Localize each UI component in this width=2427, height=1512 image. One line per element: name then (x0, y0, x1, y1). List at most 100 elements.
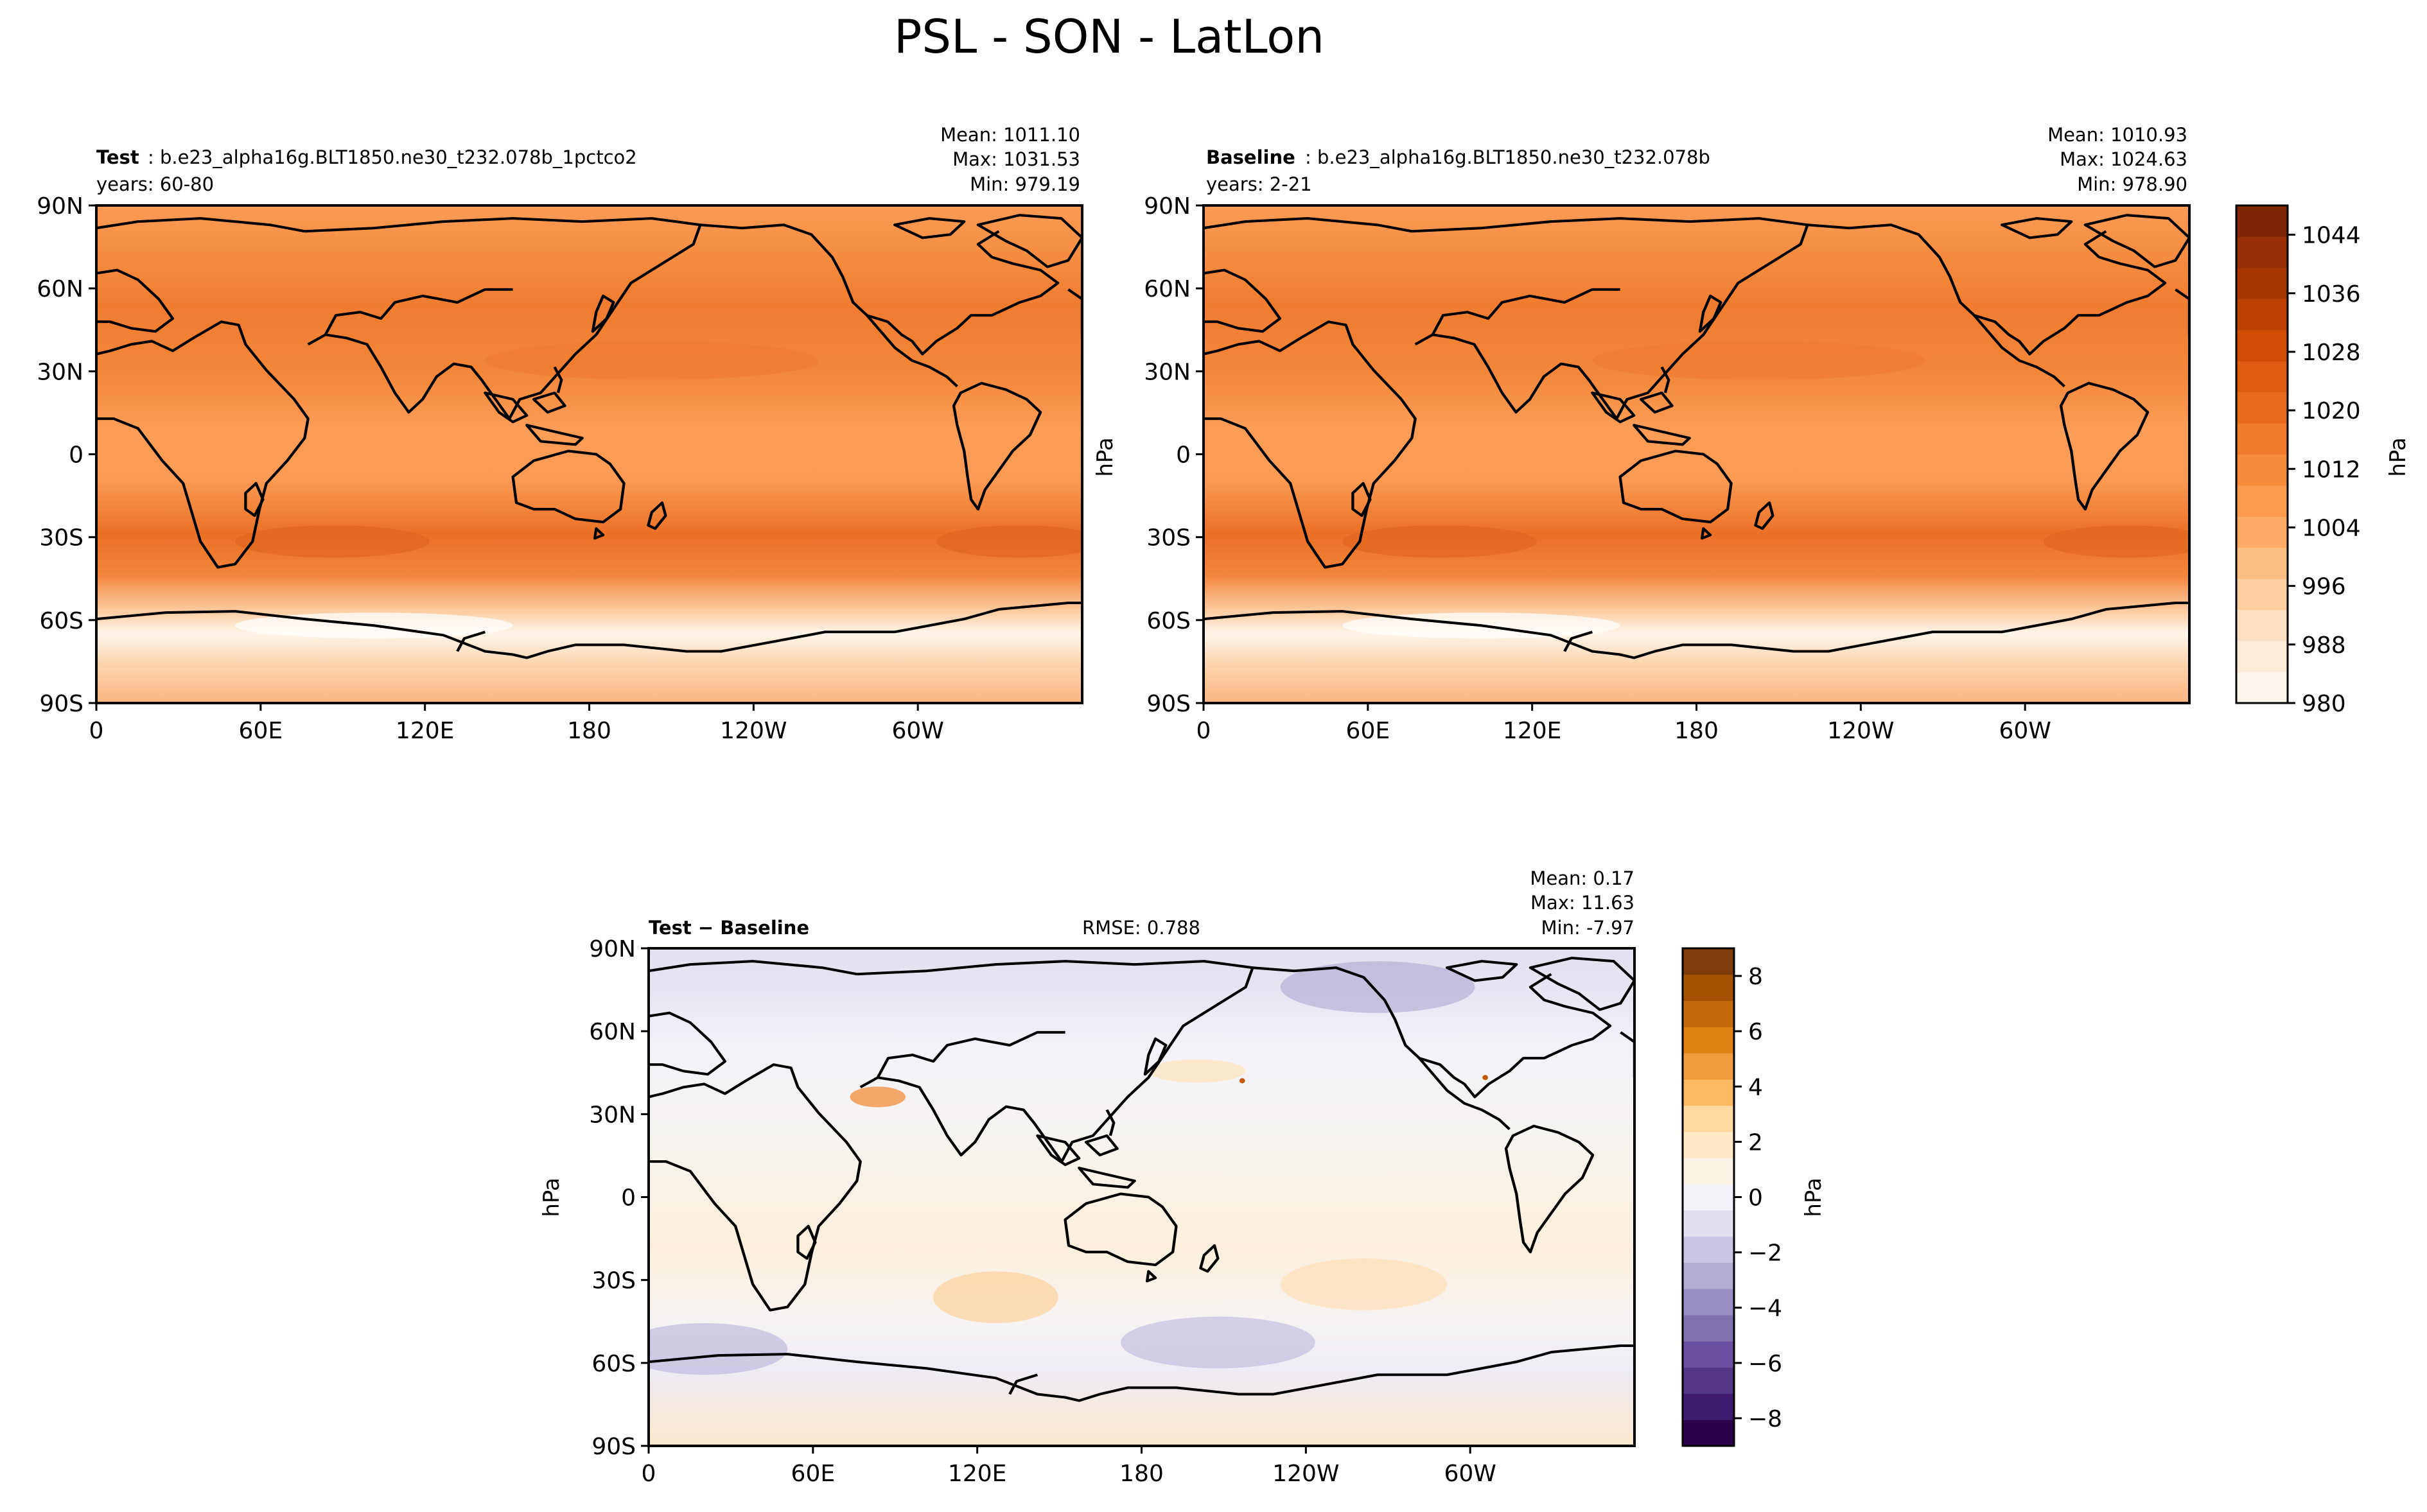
diff-colorbar-tick-label: 8 (1748, 964, 1763, 990)
diff-colorbar-tick-label: −8 (1748, 1406, 1782, 1432)
baseline-label-text: : b.e23_alpha16g.BLT1850.ne30_t232.078b (1305, 146, 1710, 168)
main-colorbar-color-level (2236, 299, 2288, 331)
baseline-lon-tick-label: 120W (1827, 718, 1894, 744)
diff-lat-tick-label: 0 (621, 1185, 636, 1212)
diff-colorbar-tick-label: 2 (1748, 1129, 1763, 1156)
test-lon-tick-label: 60E (239, 718, 283, 744)
diff-lon-tick-label: 180 (1119, 1461, 1164, 1487)
main-colorbar-color-level (2236, 672, 2288, 704)
diff-label: Test − Baseline (649, 917, 809, 939)
test-mean: Mean: 1011.10 (940, 124, 1080, 146)
baseline-lat-tick-label: 30S (1146, 525, 1191, 552)
baseline-min: Min: 978.90 (2077, 173, 2187, 195)
main-colorbar-color-level (2236, 205, 2288, 237)
diff-colorbar-color-level (1683, 1420, 1734, 1447)
diff-colorbar-tick-label: 0 (1748, 1185, 1763, 1212)
diff-colorbar-tick-label: −6 (1748, 1351, 1782, 1377)
main-colorbar-color-level (2236, 454, 2288, 486)
test-lat-tick-label: 90N (37, 193, 83, 220)
baseline-lat-tick-label: 90N (1144, 193, 1191, 220)
diff-colorbar-color-level (1683, 1262, 1734, 1289)
test-lon-tick-label: 0 (89, 718, 104, 744)
test-map (96, 205, 1082, 703)
diff-colorbar-color-level (1683, 1289, 1734, 1316)
main-colorbar-color-level (2236, 392, 2288, 424)
baseline-years: years: 2-21 (1206, 173, 1312, 195)
baseline-lon-tick-label: 0 (1196, 718, 1211, 744)
main-colorbar-tick-label: 1044 (2302, 223, 2361, 249)
test-years: years: 60-80 (96, 173, 214, 195)
baseline-lat-tick-label: 60S (1146, 608, 1191, 634)
main-colorbar-tick-label: 988 (2302, 632, 2346, 659)
main-colorbar-color-level (2236, 361, 2288, 393)
main-colorbar-tick-label: 1028 (2302, 340, 2361, 366)
diff-colorbar-color-level (1683, 1210, 1734, 1237)
main-colorbar-tick-label: 1004 (2302, 515, 2361, 541)
baseline-mean: Mean: 1010.93 (2047, 124, 2187, 146)
test-label-bold: Test (96, 146, 139, 168)
baseline-lon-tick-label: 60E (1346, 718, 1390, 744)
main-colorbar-tick-label: 1012 (2302, 456, 2361, 483)
diff-colorbar-color-level (1683, 1236, 1734, 1263)
baseline-lat-tick-label: 0 (1176, 442, 1191, 469)
diff-max: Max: 11.63 (1530, 892, 1634, 914)
diff-colorbar-color-level (1683, 1079, 1734, 1106)
diff-lon-tick-label: 60E (791, 1461, 836, 1487)
test-lat-tick-label: 30S (39, 525, 83, 552)
diff-lon-tick-label: 0 (642, 1461, 656, 1487)
diff-colorbar-color-level (1683, 1184, 1734, 1211)
figure-title: PSL - SON - LatLon (894, 10, 1324, 64)
test-lat-tick-label: 60S (39, 608, 83, 634)
diff-colorbar-color-level (1683, 1053, 1734, 1080)
diff-colorbar-color-level (1683, 1315, 1734, 1342)
main-colorbar-color-level (2236, 267, 2288, 299)
diff-lon-tick-label: 120W (1272, 1461, 1339, 1487)
diff-colorbar-color-level (1683, 1027, 1734, 1054)
diff-lat-tick-label: 90S (591, 1434, 636, 1460)
main-colorbar-tick-label: 1020 (2302, 398, 2361, 424)
test-max: Max: 1031.53 (952, 148, 1080, 170)
baseline-lon-tick-label: 60W (1999, 718, 2051, 744)
main-colorbar-color-level (2236, 547, 2288, 579)
diff-colorbar-color-level (1683, 948, 1734, 975)
main-colorbar-color-level (2236, 423, 2288, 455)
baseline-label-bold: Baseline (1206, 146, 1295, 168)
main-colorbar-tick-label: 1036 (2302, 281, 2361, 308)
diff-colorbar-color-level (1683, 1105, 1734, 1133)
diff-panel: Test − Baseline RMSE: 0.788 Mean: 0.17 M… (539, 867, 1636, 1447)
test-min: Min: 979.19 (970, 173, 1080, 195)
diff-lat-tick-label: 30N (589, 1102, 636, 1128)
main-colorbar-color-level (2236, 485, 2288, 517)
diff-lat-tick-label: 60S (591, 1351, 636, 1377)
diff-colorbar-tick-label: 6 (1748, 1019, 1763, 1045)
diff-min: Min: -7.97 (1541, 917, 1634, 939)
baseline-max: Max: 1024.63 (2060, 148, 2187, 170)
test-lat-tick-label: 0 (69, 442, 83, 469)
test-lon-tick-label: 120W (720, 718, 787, 744)
main-colorbar-color-level (2236, 578, 2288, 611)
baseline-unit-label: hPa (1092, 437, 1118, 476)
diff-colorbar-tick-label: −2 (1748, 1240, 1782, 1267)
diff-colorbar-color-level (1683, 1000, 1734, 1027)
main-colorbar-tick-label: 980 (2302, 691, 2346, 717)
diff-colorbar-tick-label: −4 (1748, 1296, 1782, 1322)
test-panel: Test : b.e23_alpha16g.BLT1850.ne30_t232.… (95, 124, 1083, 704)
test-lat-tick-label: 30N (37, 359, 83, 385)
main-colorbar-color-level (2236, 329, 2288, 361)
diff-unit-left: hPa (539, 1177, 565, 1217)
main-colorbar-color-level (2236, 641, 2288, 673)
baseline-map (1204, 205, 2189, 703)
test-lon-tick-label: 60W (891, 718, 943, 744)
main-colorbar-color-level (2236, 236, 2288, 268)
diff-colorbar-color-level (1683, 1131, 1734, 1158)
test-lat-tick-label: 90S (39, 691, 83, 717)
baseline-lat-tick-label: 90S (1146, 691, 1191, 717)
diff-lat-tick-label: 30S (591, 1268, 636, 1294)
diff-colorbar-color-level (1683, 974, 1734, 1002)
diff-lon-tick-label: 120E (948, 1461, 1006, 1487)
main-colorbar-tick-label: 996 (2302, 574, 2346, 600)
diff-rmse: RMSE: 0.788 (1082, 917, 1200, 939)
diff-lat-tick-label: 60N (589, 1019, 636, 1045)
diff-mean: Mean: 0.17 (1530, 867, 1634, 889)
